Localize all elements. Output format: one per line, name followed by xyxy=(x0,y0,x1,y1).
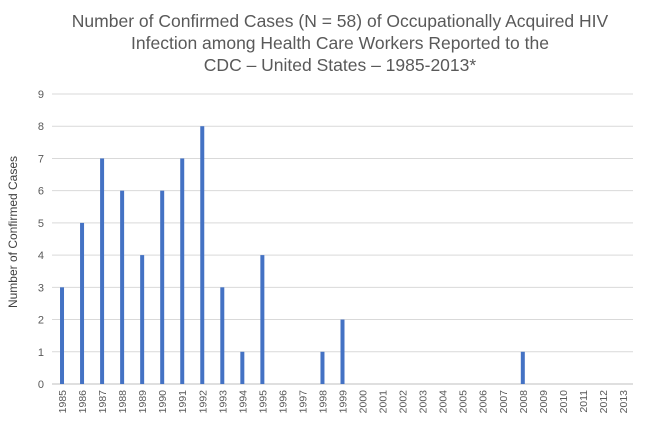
x-tick-label: 1998 xyxy=(317,390,329,414)
x-tick-label: 1988 xyxy=(117,390,129,414)
x-tick-label: 1990 xyxy=(157,390,169,414)
x-axis-ticks: 1985 1986 1987 1988 1989 1990 1991 1992 1993 1994… xyxy=(57,390,630,414)
x-tick-label: 2002 xyxy=(398,390,410,414)
x-tick-label: 1999 xyxy=(338,390,350,414)
bar-1990 xyxy=(160,190,165,384)
bar-1999 xyxy=(340,319,345,384)
chart-title-line-1: Number of Confirmed Cases (N = 58) of Oc… xyxy=(71,11,609,31)
x-tick-label: 2013 xyxy=(618,390,630,414)
y-tick-label: 7 xyxy=(38,153,44,165)
x-tick-label: 1986 xyxy=(77,390,89,414)
x-tick-label: 2010 xyxy=(558,390,570,414)
x-tick-label: 2005 xyxy=(458,390,470,414)
bar-1985 xyxy=(60,287,65,384)
bar-1988 xyxy=(120,190,125,384)
bar-1986 xyxy=(80,222,85,384)
bar-1993 xyxy=(220,287,225,384)
x-tick-label: 2008 xyxy=(518,390,530,414)
chart-title-line-2: Infection among Health Care Workers Repo… xyxy=(131,33,549,53)
x-tick-label: 1996 xyxy=(277,390,289,414)
y-tick-label: 2 xyxy=(38,315,44,327)
y-axis-label: Number of Confirmed Cases xyxy=(6,156,20,308)
x-tick-label: 1997 xyxy=(297,390,309,414)
chart-title: Number of Confirmed Cases (N = 58) of Oc… xyxy=(40,10,640,76)
x-tick-label: 2006 xyxy=(478,390,490,414)
x-tick-label: 1994 xyxy=(237,390,249,414)
x-tick-label: 2000 xyxy=(358,390,370,414)
x-tick-label: 2007 xyxy=(498,390,510,414)
y-tick-label: 5 xyxy=(38,218,44,230)
x-tick-label: 2011 xyxy=(578,390,590,413)
y-tick-label: 6 xyxy=(38,186,44,198)
x-tick-label: 1993 xyxy=(217,390,229,414)
x-tick-label: 2003 xyxy=(418,390,430,414)
x-tick-label: 1987 xyxy=(97,390,109,414)
bar-1991 xyxy=(180,158,185,384)
y-tick-label: 1 xyxy=(38,347,44,359)
x-tick-label: 1992 xyxy=(197,390,209,414)
y-tick-label: 9 xyxy=(38,89,44,101)
x-tick-label: 1995 xyxy=(257,390,269,414)
chart-title-line-3: CDC – United States – 1985-2013* xyxy=(203,55,477,75)
y-tick-label: 3 xyxy=(38,282,44,294)
bar-1998 xyxy=(320,351,325,384)
x-tick-label: 1985 xyxy=(57,390,69,414)
bar-1994 xyxy=(240,351,245,384)
x-tick-label: 1989 xyxy=(137,390,149,414)
x-tick-label: 1991 xyxy=(177,390,189,414)
y-tick-label: 0 xyxy=(38,379,44,391)
x-tick-label: 2009 xyxy=(538,390,550,414)
bars xyxy=(60,126,525,384)
y-tick-label: 8 xyxy=(38,121,44,133)
x-tick-label: 2004 xyxy=(438,390,450,414)
x-tick-label: 2012 xyxy=(598,390,610,414)
bar-1995 xyxy=(260,255,265,384)
bar-2008 xyxy=(520,351,525,384)
y-tick-label: 4 xyxy=(38,250,44,262)
x-tick-label: 2001 xyxy=(378,390,390,414)
bar-1989 xyxy=(140,255,145,384)
y-axis-ticks: 0 1 2 3 4 5 6 7 8 9 xyxy=(38,89,44,391)
bar-1987 xyxy=(100,158,105,384)
bar-1992 xyxy=(200,126,205,384)
